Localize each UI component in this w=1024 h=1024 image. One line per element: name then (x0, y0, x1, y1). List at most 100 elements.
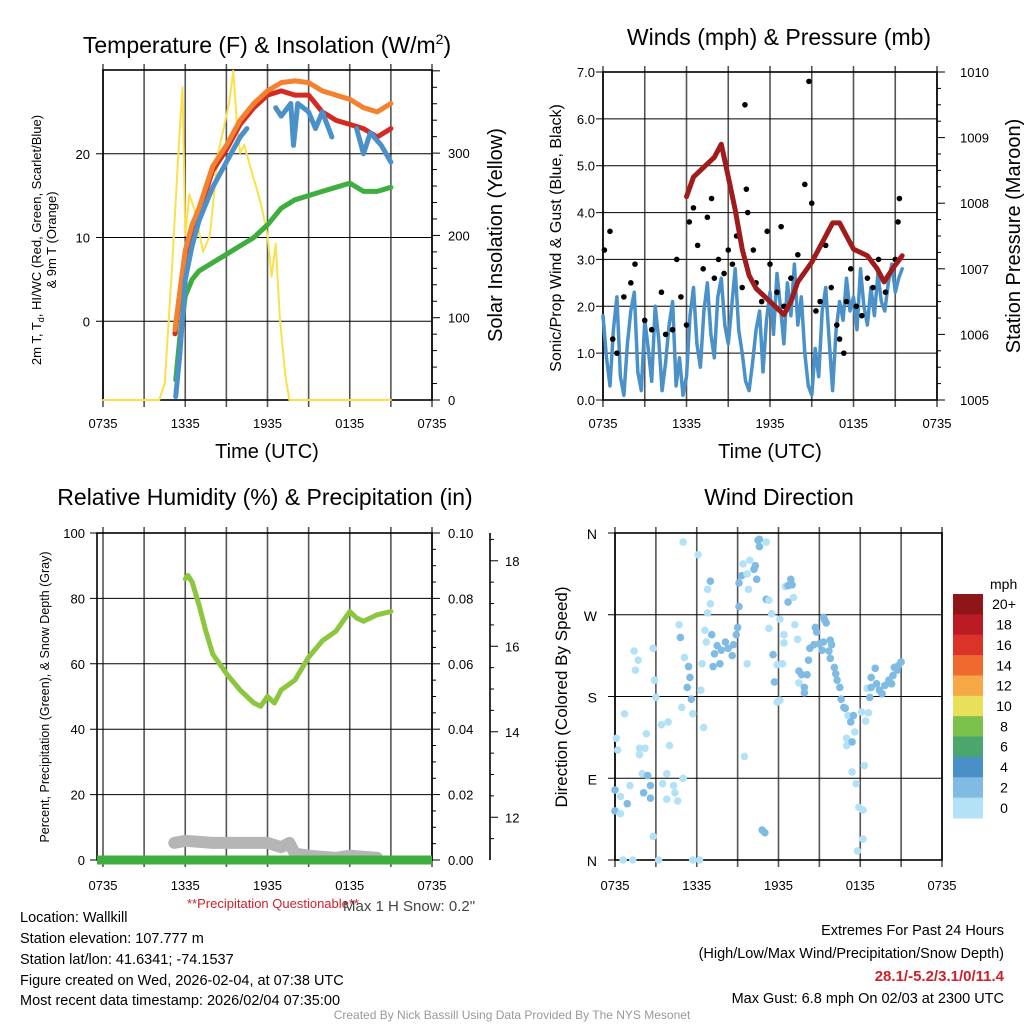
wind-direction-point (795, 679, 803, 687)
snow-y-tick-label: 14 (505, 725, 519, 740)
colorbar-swatch (953, 716, 983, 738)
wind-gust-point (628, 280, 634, 286)
credit-text: Created By Nick Bassill Using Data Provi… (334, 1008, 691, 1022)
wind-direction-point (649, 832, 657, 841)
wind-direction-point (861, 717, 870, 725)
wind-direction-point (639, 788, 648, 797)
wind-direction-point (613, 746, 622, 754)
wind-y-tick-label: 5.0 (577, 159, 595, 174)
wind-direction-point (716, 660, 724, 668)
wind-direction-point (784, 598, 792, 606)
hi-wc-line (173, 101, 394, 400)
precip-y-tick-label: 0.02 (448, 788, 473, 803)
wind-direction-point (669, 781, 678, 790)
wind-direction-point (851, 728, 859, 736)
direction-y-tick-label: W (584, 608, 598, 624)
wind-gust-point (828, 284, 835, 291)
temperature-y-axis-label-line2: & 9m T (Orange) (44, 191, 59, 288)
wind-direction-point (665, 741, 674, 750)
wind-direction-point (827, 640, 836, 649)
wind-gust-point (808, 200, 815, 206)
wind-direction-point (724, 644, 732, 653)
colorbar-label: 10 (996, 698, 1012, 714)
wind-gust-point (859, 312, 865, 319)
wind-direction-point (630, 647, 638, 655)
humidity-y-tick-label: 80 (71, 591, 85, 606)
wind-direction-point (688, 709, 697, 718)
wind-gust-point (711, 275, 718, 281)
wind-y-tick-label: 7.0 (577, 65, 595, 80)
wind-direction-point (628, 856, 637, 864)
wind-gust-point (847, 266, 854, 272)
wind-direction-point (709, 662, 717, 671)
wind-direction-point (780, 639, 788, 647)
temperature-x-tick-label: 0135 (335, 416, 364, 431)
wind-gust-point (864, 275, 871, 281)
wind-direction-point (686, 673, 694, 682)
wind-direction-point (654, 856, 663, 864)
wind-y-tick-label: 3.0 (577, 252, 595, 267)
pressure-y-tick-label: 1006 (960, 327, 989, 342)
temperature-y-tick-label: 20 (76, 147, 90, 162)
wind-direction-point (743, 570, 751, 578)
wind-direction-point (751, 561, 760, 570)
wind-direction-point (701, 626, 709, 634)
wind-direction-point (889, 671, 897, 680)
wind-direction-point (804, 656, 813, 664)
wind-direction-point (755, 535, 764, 544)
winds-x-tick-label: 0735 (589, 416, 618, 431)
wind-direction-point (702, 638, 711, 646)
wind-direction-point (728, 651, 736, 660)
wind-gust-point (669, 326, 676, 333)
wind-gust-point (721, 270, 727, 277)
wind-gust-point (704, 214, 711, 221)
colorbar-swatch (953, 695, 983, 717)
wind-gust-point (801, 181, 808, 188)
colorbar-label: 20+ (992, 596, 1016, 612)
wind-gust-point (742, 102, 748, 108)
wind-gust-point (673, 256, 680, 263)
direction-y-axis-label: Direction (Colored By Speed) (552, 586, 571, 807)
precip-y-tick-label: 0.04 (448, 722, 473, 737)
recent-timestamp-text: Most recent data timestamp: 2026/02/04 0… (20, 993, 340, 1009)
wind-gust-point (621, 294, 627, 300)
wind-gust-point (632, 261, 638, 267)
wind-direction-point (616, 809, 625, 818)
wind-direction-point (818, 646, 826, 654)
wind-gust-point (743, 186, 750, 192)
wind-direction-point (761, 828, 769, 837)
wind-direction-point (677, 703, 686, 712)
humidity-x-tick-label: 1335 (171, 878, 200, 893)
extremes-legend: (High/Low/Max Wind/Precipitation/Snow De… (699, 946, 1004, 962)
wind-direction-point (803, 670, 811, 679)
wind-gust-point (836, 336, 843, 342)
colorbar-swatch (953, 594, 983, 615)
wind-direction-point (680, 653, 689, 662)
wind-direction-point (703, 609, 712, 617)
snow-y-tick-label: 16 (505, 639, 519, 654)
solar-y-tick-label: 200 (448, 228, 470, 243)
wind-gust-point (641, 317, 648, 324)
wind-y-tick-label: 6.0 (577, 112, 595, 127)
wind-direction-point (848, 738, 856, 746)
direction-x-tick-label: 1335 (682, 878, 711, 893)
wind-direction-point (683, 683, 692, 692)
wind-direction-point (707, 630, 716, 639)
colorbar-label: 2 (1000, 779, 1008, 795)
humidity-x-tick-label: 0735 (89, 878, 118, 893)
wind-gust-point (840, 350, 847, 356)
wind-gust-point (853, 303, 860, 310)
winds-x-axis-label: Time (UTC) (718, 441, 822, 463)
wind-y-tick-label: 0.0 (577, 393, 595, 408)
temperature-panel-title: Temperature (F) & Insolation (W/m2) (83, 31, 451, 58)
wind-direction-point (780, 630, 788, 639)
wind-direction-point (800, 689, 809, 697)
wind-gust-point (694, 242, 701, 249)
temperature-y-tick-label: 0 (83, 314, 90, 329)
winds-x-tick-label: 1335 (672, 416, 701, 431)
solar-y-tick-label: 100 (448, 311, 470, 326)
wind-direction-point (694, 551, 702, 559)
wind-gust-point (614, 350, 620, 356)
wind-direction-point (812, 628, 821, 636)
wind-direction-point (860, 761, 869, 770)
